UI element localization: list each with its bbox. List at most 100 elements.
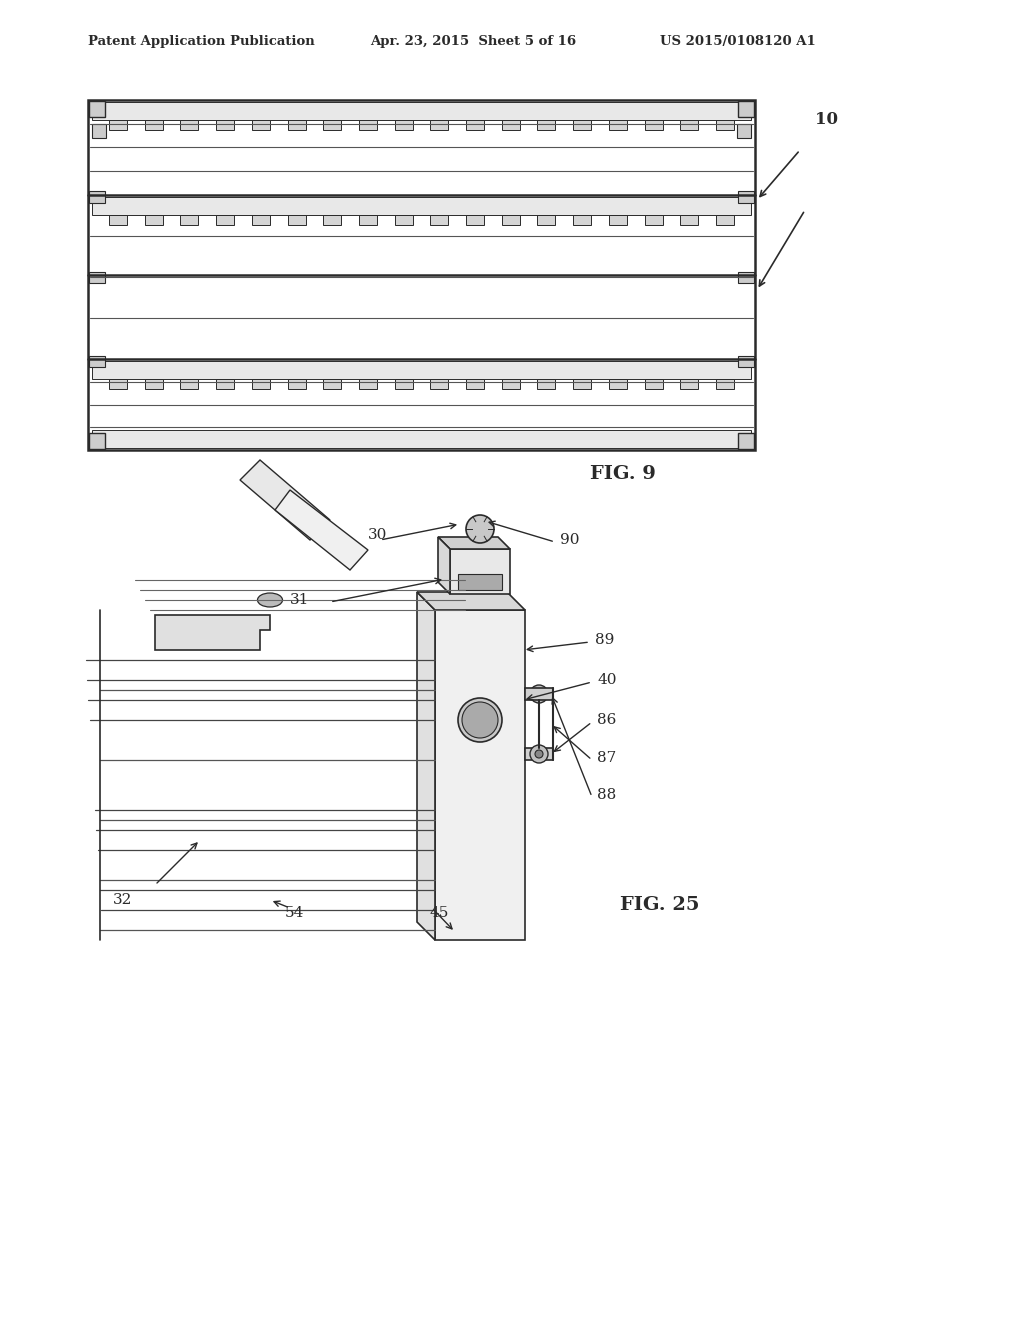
Bar: [680, 214, 698, 224]
Polygon shape: [438, 537, 510, 549]
Text: Apr. 23, 2015  Sheet 5 of 16: Apr. 23, 2015 Sheet 5 of 16: [370, 36, 577, 48]
Bar: [394, 214, 413, 224]
Polygon shape: [275, 490, 368, 570]
Bar: [680, 379, 698, 389]
Bar: [738, 102, 754, 117]
Bar: [288, 120, 305, 129]
Bar: [88, 100, 755, 450]
Bar: [92, 102, 751, 120]
Bar: [359, 214, 377, 224]
Bar: [450, 549, 510, 594]
Bar: [716, 214, 734, 224]
Text: 10: 10: [815, 111, 838, 128]
Bar: [89, 356, 105, 367]
Bar: [538, 379, 555, 389]
Bar: [430, 214, 449, 224]
Bar: [92, 360, 751, 379]
Polygon shape: [155, 615, 270, 649]
Bar: [180, 379, 199, 389]
Bar: [359, 379, 377, 389]
Bar: [737, 124, 751, 139]
Bar: [394, 120, 413, 129]
Text: US 2015/0108120 A1: US 2015/0108120 A1: [660, 36, 816, 48]
Bar: [716, 379, 734, 389]
Bar: [538, 214, 555, 224]
Bar: [738, 191, 754, 202]
Bar: [144, 214, 163, 224]
Bar: [288, 379, 305, 389]
Circle shape: [530, 685, 548, 704]
Polygon shape: [417, 591, 525, 610]
Bar: [324, 120, 341, 129]
Text: 90: 90: [560, 533, 580, 546]
Bar: [458, 574, 502, 590]
Bar: [609, 120, 627, 129]
Text: Patent Application Publication: Patent Application Publication: [88, 36, 314, 48]
Bar: [394, 379, 413, 389]
Text: 40: 40: [597, 673, 616, 686]
Bar: [89, 191, 105, 202]
Bar: [738, 356, 754, 367]
Bar: [109, 379, 127, 389]
Bar: [144, 379, 163, 389]
Bar: [92, 124, 106, 139]
Bar: [716, 120, 734, 129]
Bar: [216, 379, 234, 389]
Circle shape: [462, 702, 498, 738]
Bar: [92, 197, 751, 214]
Bar: [466, 214, 484, 224]
Bar: [738, 272, 754, 282]
Text: 89: 89: [595, 634, 614, 647]
Bar: [180, 120, 199, 129]
Bar: [180, 214, 199, 224]
Circle shape: [535, 690, 543, 698]
Text: 32: 32: [113, 894, 132, 907]
Text: 88: 88: [597, 788, 616, 803]
Bar: [109, 214, 127, 224]
Bar: [609, 214, 627, 224]
Text: FIG. 9: FIG. 9: [590, 465, 656, 483]
Bar: [525, 688, 553, 700]
Bar: [288, 214, 305, 224]
Ellipse shape: [257, 593, 283, 607]
Bar: [216, 214, 234, 224]
Text: 87: 87: [597, 751, 616, 766]
Bar: [252, 379, 269, 389]
Circle shape: [466, 515, 494, 543]
Bar: [502, 214, 520, 224]
Bar: [738, 433, 754, 449]
Text: 30: 30: [368, 528, 387, 543]
Text: 86: 86: [597, 713, 616, 727]
Circle shape: [530, 744, 548, 763]
Bar: [89, 272, 105, 282]
Text: 54: 54: [285, 906, 304, 920]
Bar: [109, 120, 127, 129]
Bar: [538, 120, 555, 129]
Circle shape: [458, 698, 502, 742]
Bar: [430, 120, 449, 129]
Polygon shape: [240, 459, 330, 540]
Bar: [430, 379, 449, 389]
Bar: [92, 430, 751, 447]
Bar: [216, 120, 234, 129]
Bar: [466, 379, 484, 389]
Bar: [144, 120, 163, 129]
Bar: [644, 120, 663, 129]
Bar: [89, 433, 105, 449]
Bar: [502, 379, 520, 389]
Bar: [324, 379, 341, 389]
Bar: [525, 748, 553, 760]
Bar: [252, 214, 269, 224]
Text: FIG. 25: FIG. 25: [620, 896, 699, 913]
Bar: [324, 214, 341, 224]
Bar: [609, 379, 627, 389]
Bar: [502, 120, 520, 129]
Bar: [644, 214, 663, 224]
Bar: [359, 120, 377, 129]
Text: 31: 31: [290, 593, 309, 607]
Polygon shape: [417, 591, 435, 940]
Bar: [680, 120, 698, 129]
Polygon shape: [438, 537, 450, 594]
Circle shape: [535, 750, 543, 758]
Bar: [435, 610, 525, 940]
